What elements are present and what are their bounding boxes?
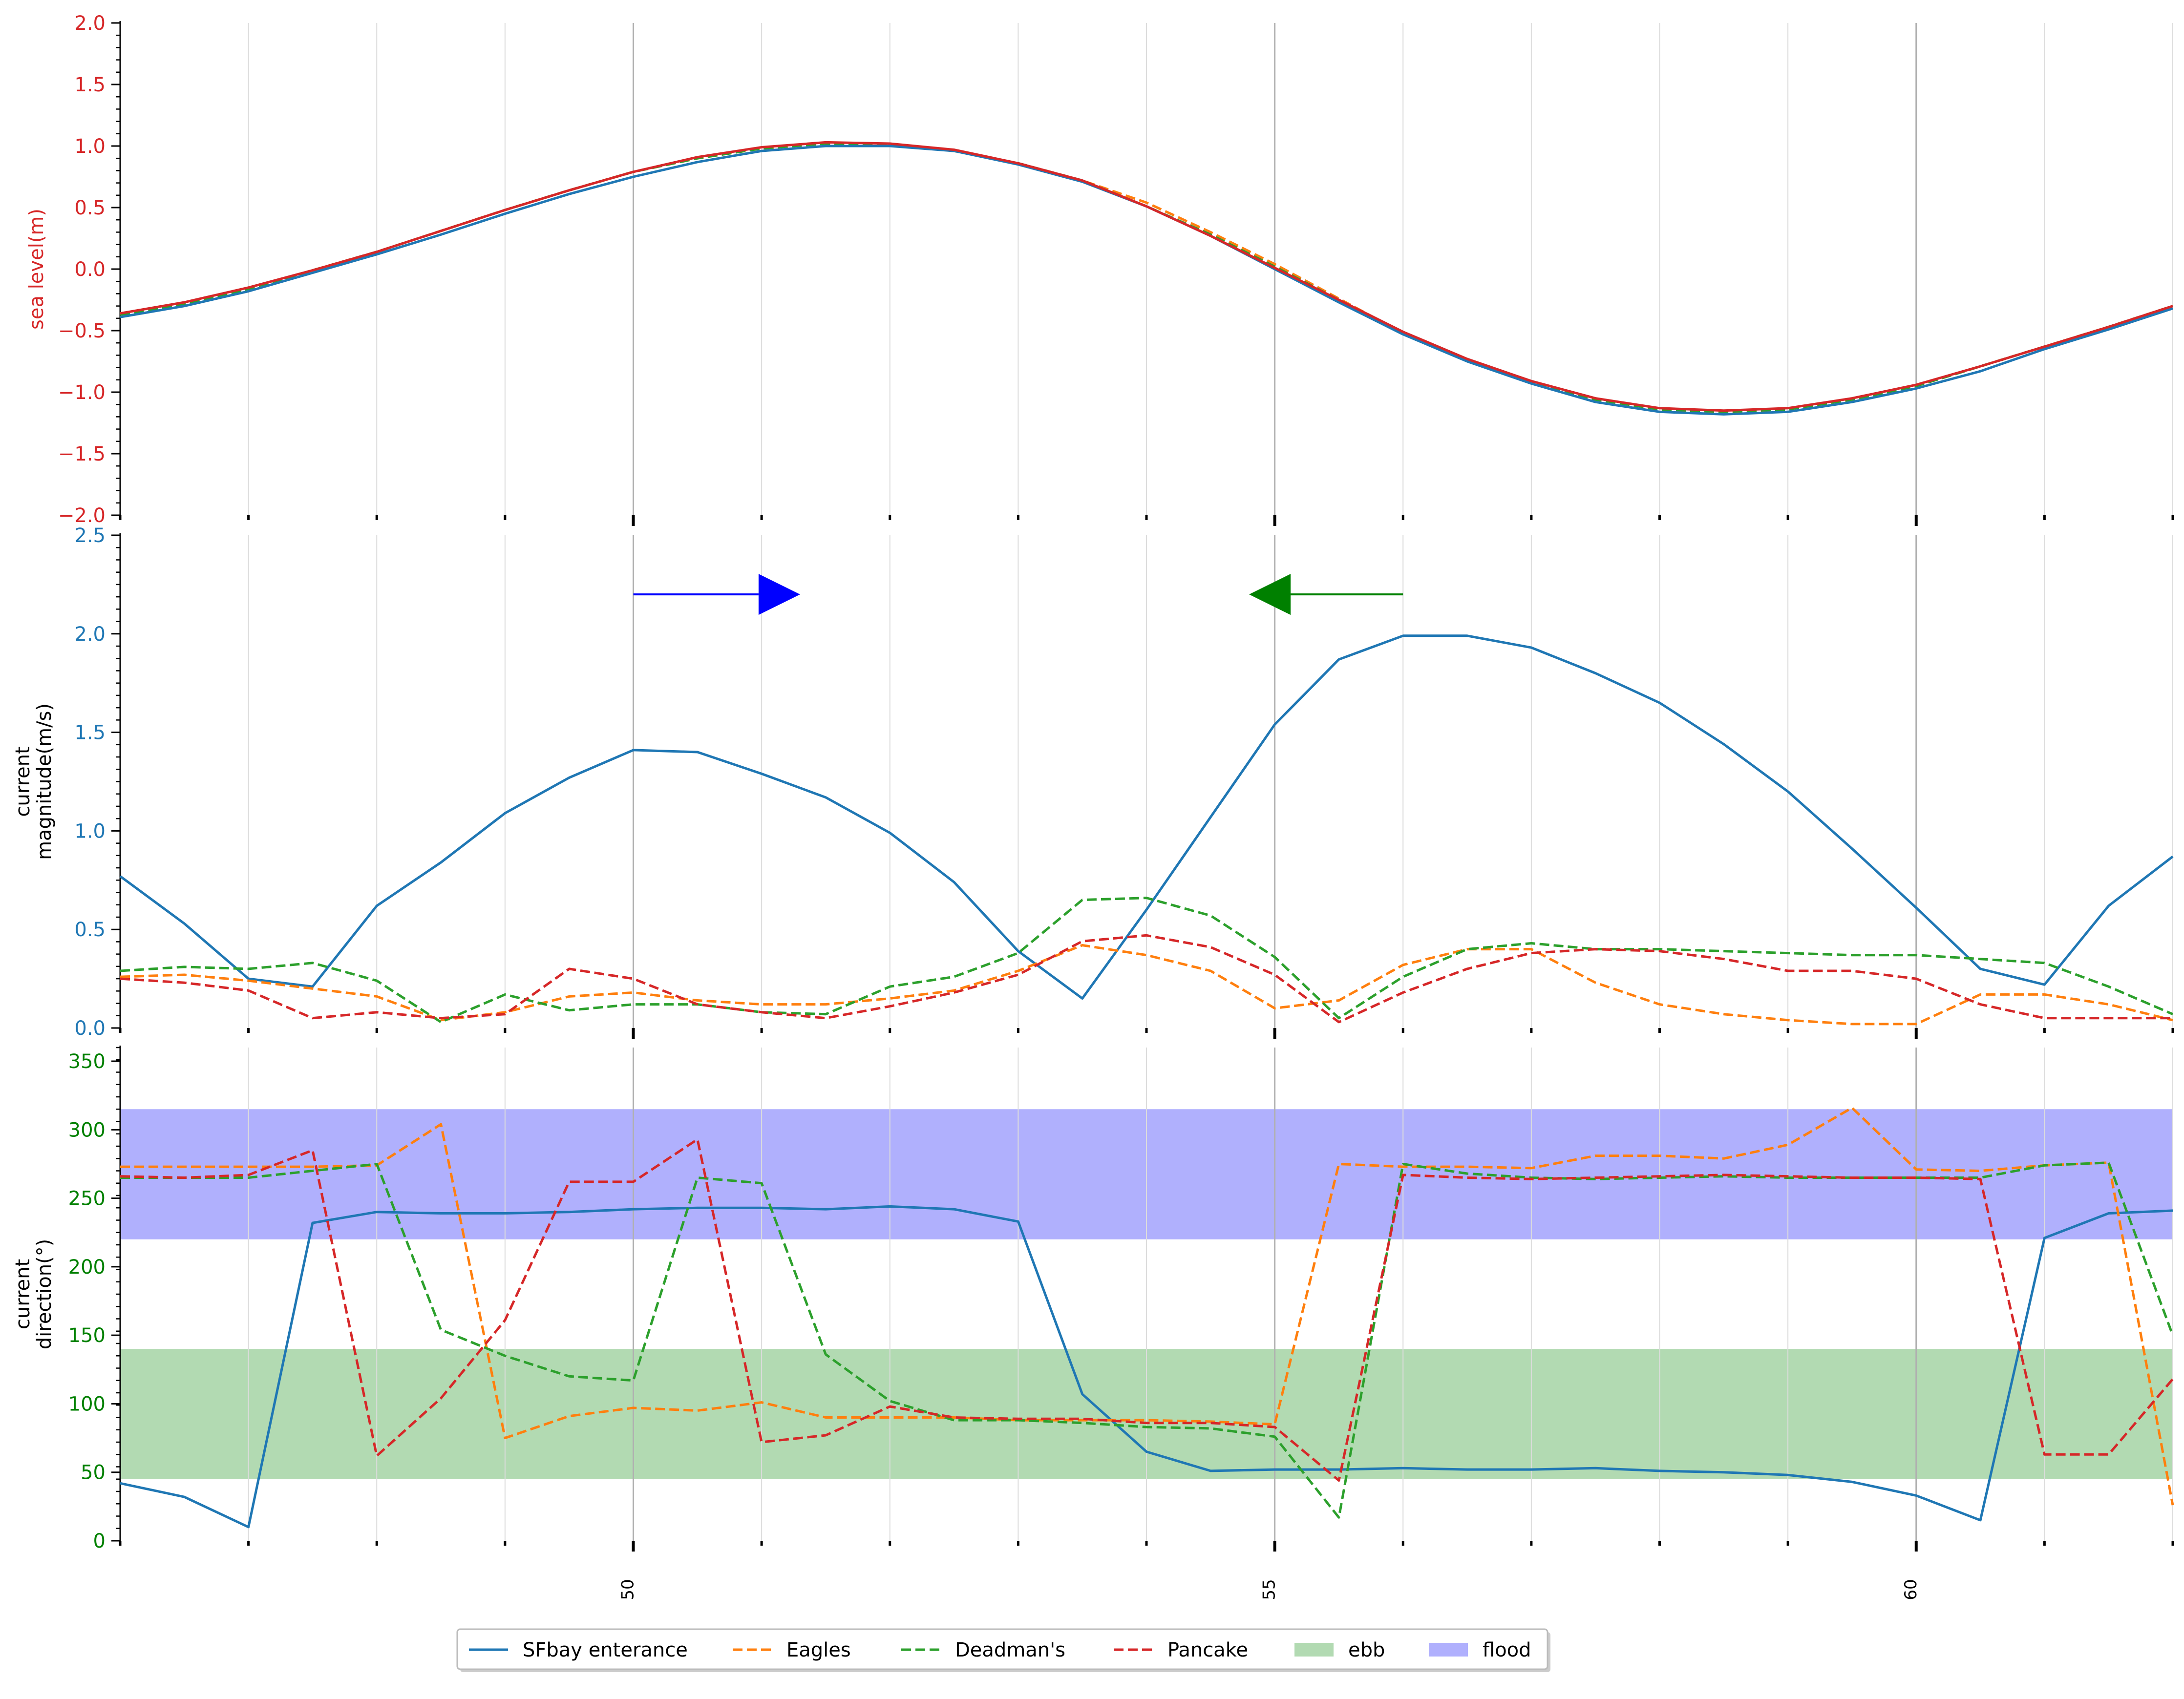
y-tick-label: 250 xyxy=(68,1188,106,1210)
y-tick-label: 2.0 xyxy=(74,623,106,646)
legend-label: SFbay enterance xyxy=(523,1639,688,1661)
y-tick-label: 1.0 xyxy=(74,135,106,158)
legend-label: flood xyxy=(1483,1639,1531,1661)
arrow-head xyxy=(758,574,800,615)
legend-label: ebb xyxy=(1348,1639,1385,1661)
y-tick-label: −1.0 xyxy=(58,381,106,404)
y-tick-label: 0.0 xyxy=(74,1017,106,1040)
y-tick-label: 1.5 xyxy=(74,722,106,744)
x-tick-label: 50 xyxy=(618,1579,638,1600)
x-tick-label: 55 xyxy=(1260,1579,1279,1600)
legend: SFbay enterance Eagles Deadman's Pancake ebb… xyxy=(456,1628,1550,1672)
y-tick-label: 1.0 xyxy=(74,820,106,842)
y-tick-label: 0.5 xyxy=(74,919,106,941)
arrow-head xyxy=(1249,574,1291,615)
y-tick-label: 1.5 xyxy=(74,74,106,96)
y-tick-label: 350 xyxy=(68,1050,106,1073)
y-tick-label: 0 xyxy=(93,1530,106,1552)
y-axis-label: sea level(m) xyxy=(25,209,48,330)
y-tick-label: −2.0 xyxy=(58,504,106,527)
y-tick-label: 200 xyxy=(68,1256,106,1279)
y-tick-label: 50 xyxy=(81,1462,106,1484)
legend-label: Deadman's xyxy=(955,1639,1065,1661)
legend-frame xyxy=(456,1628,1548,1670)
y-tick-label: 100 xyxy=(68,1393,106,1415)
panel-sea-level: 2.0 1.5 1.0 0.5 0.0 −0.5 −1.0 −1.5 −2.0 sea level… xyxy=(25,12,2174,527)
panels: 2.0 1.5 1.0 0.5 0.0 −0.5 −1.0 −1.5 −2.0 sea level… xyxy=(12,12,2174,1600)
legend-label: Eagles xyxy=(786,1639,851,1661)
legend-swatch xyxy=(1429,1643,1468,1657)
y-tick-label: 2.5 xyxy=(74,524,106,547)
y-tick-label: 150 xyxy=(68,1324,106,1347)
y-axis-label: magnitude(m/s) xyxy=(33,703,56,860)
legend-swatch xyxy=(1294,1643,1334,1657)
y-tick-label: −0.5 xyxy=(58,320,106,342)
legend-label: Pancake xyxy=(1167,1639,1248,1661)
series-eagles xyxy=(120,1106,2174,1506)
y-tick-label: 0.0 xyxy=(74,258,106,281)
y-tick-label: 2.0 xyxy=(74,12,106,35)
panel-current-direction: 350 300 250 200 150 100 50 0 currentdirection(°)… xyxy=(12,1046,2174,1600)
y-axis-label: direction(°) xyxy=(33,1239,56,1350)
x-tick-label: 60 xyxy=(1901,1579,1921,1600)
y-axis-label: current xyxy=(12,1259,34,1329)
y-tick-label: −1.5 xyxy=(58,443,106,465)
y-tick-label: 300 xyxy=(68,1119,106,1141)
y-tick-label: 0.5 xyxy=(74,197,106,219)
y-axis-label: current xyxy=(12,746,34,817)
